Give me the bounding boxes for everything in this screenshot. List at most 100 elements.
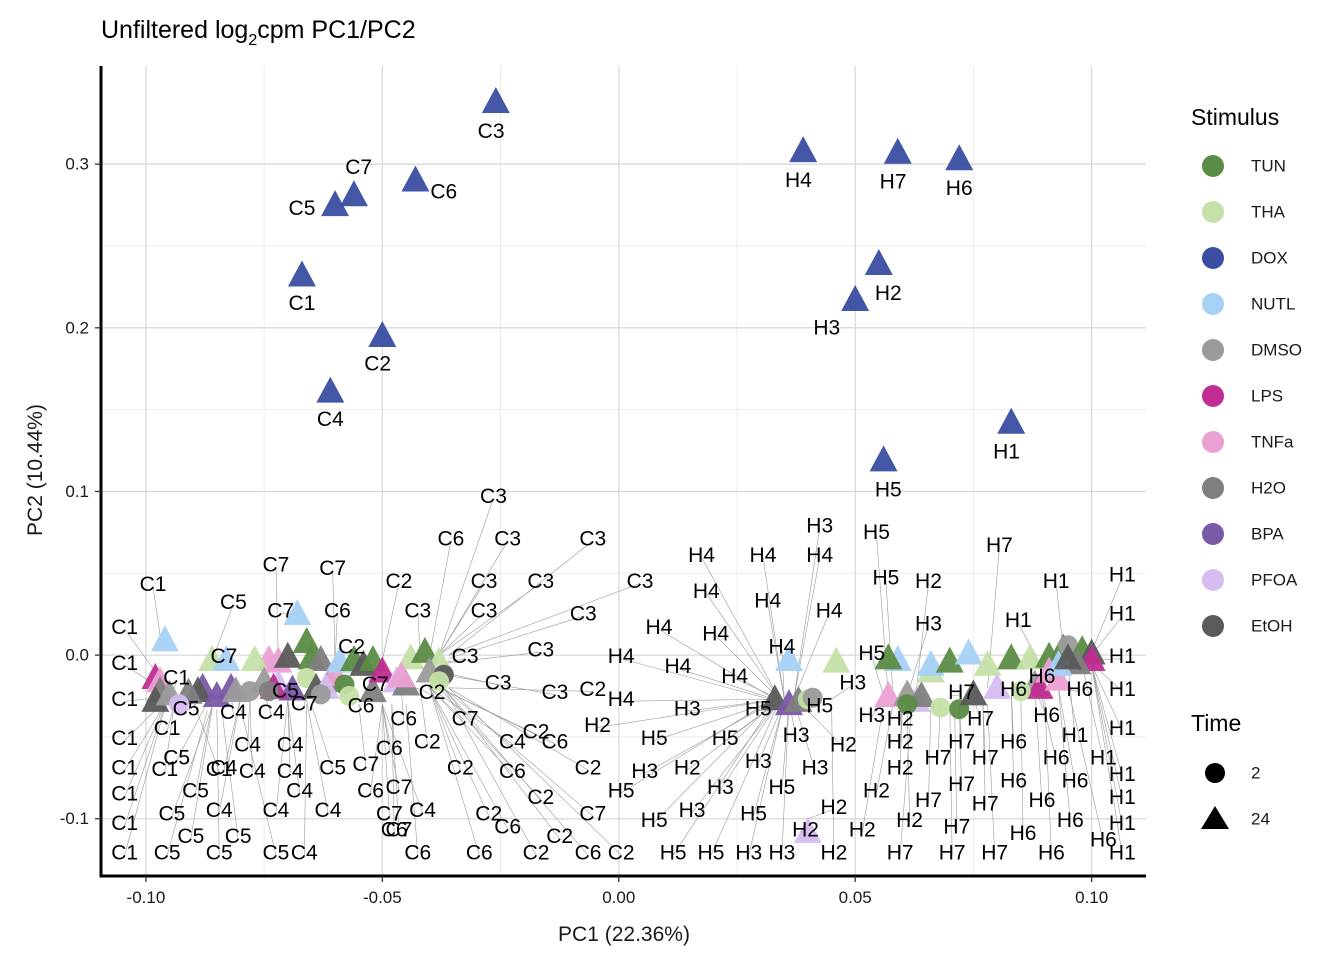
- leader-line: [987, 704, 995, 856]
- point-label-c1: C1: [111, 812, 138, 835]
- dox-point-c4: [316, 376, 345, 403]
- point-label-h4: H4: [754, 590, 781, 613]
- cluster-point-tha: [973, 649, 1002, 676]
- dox-point-c6: [401, 165, 430, 192]
- point-label-c6: C6: [542, 730, 569, 753]
- leader-line: [443, 687, 593, 817]
- cluster-point-tha: [339, 686, 360, 706]
- y-axis-title: PC2 (10.44%): [24, 404, 47, 536]
- leader-line: [124, 705, 166, 826]
- point-label-h6: H6: [1043, 747, 1070, 770]
- point-label-h1: H1: [1090, 747, 1117, 770]
- dox-label-h2: H2: [875, 282, 902, 305]
- point-label-c7: C7: [362, 673, 389, 696]
- point-label-h2: H2: [887, 730, 914, 753]
- cluster-point-nutl: [774, 645, 803, 671]
- leader-line: [429, 687, 513, 745]
- point-label-h3: H3: [745, 750, 772, 773]
- leader-line: [1034, 687, 1043, 803]
- leader-line: [304, 704, 307, 856]
- point-label-c4: C4: [263, 799, 290, 822]
- legend-key-nutl: [1202, 293, 1224, 315]
- point-label-c5: C5: [173, 698, 200, 721]
- point-label-h5: H5: [641, 727, 668, 750]
- leader-line: [876, 534, 889, 697]
- cluster-point-tun: [935, 646, 964, 673]
- point-label-c2: C2: [414, 730, 441, 753]
- point-label-h5: H5: [873, 567, 900, 590]
- point-label-c2: C2: [447, 757, 474, 780]
- leader-line: [861, 704, 884, 833]
- leader-line: [906, 625, 929, 697]
- point-label-c6: C6: [348, 694, 375, 717]
- data-points: [141, 87, 1106, 843]
- point-label-c4: C4: [206, 799, 233, 822]
- point-label-c5: C5: [225, 825, 252, 848]
- leader-line: [597, 700, 771, 728]
- point-label-c7: C7: [352, 753, 379, 776]
- leader-line: [415, 687, 433, 696]
- point-label-c3: C3: [542, 681, 569, 704]
- point-label-c7: C7: [267, 599, 294, 622]
- dox-point-h4: [789, 136, 818, 163]
- dox-label-c7: C7: [345, 156, 372, 179]
- point-label-c7: C7: [291, 693, 318, 716]
- dox-label-c5: C5: [289, 197, 316, 220]
- point-label-c6: C6: [390, 707, 417, 730]
- dox-label-c6: C6: [430, 181, 457, 204]
- legend-time-title: Time: [1191, 710, 1241, 736]
- point-label-h2: H2: [674, 757, 701, 780]
- leader-line: [221, 709, 239, 839]
- point-label-h3: H3: [679, 799, 706, 822]
- point-label-c3: C3: [579, 527, 606, 550]
- leader-line: [448, 540, 593, 656]
- point-label-h5: H5: [740, 802, 767, 825]
- point-label-c5: C5: [220, 591, 247, 614]
- leader-line: [654, 700, 776, 823]
- point-label-h7: H7: [943, 815, 970, 838]
- point-label-h4: H4: [721, 665, 748, 688]
- point-label-h2: H2: [887, 707, 914, 730]
- legend-label-bpa: BPA: [1251, 525, 1284, 544]
- point-label-c1: C1: [111, 727, 138, 750]
- chart-title: Unfiltered log2cpm PC1/PC2: [101, 16, 416, 49]
- leader-line: [954, 704, 958, 829]
- cluster-point-dmso: [802, 687, 823, 708]
- dox-point-c3: [481, 87, 510, 113]
- legend-label-dmso: DMSO: [1251, 341, 1302, 360]
- legend-stimulus-title: Stimulus: [1191, 104, 1279, 130]
- leader-line: [644, 700, 775, 774]
- leader-line: [438, 687, 541, 800]
- dox-label-h7: H7: [880, 171, 907, 194]
- y-tick-label: 0.2: [65, 318, 89, 337]
- point-label-c6: C6: [494, 815, 521, 838]
- point-label-c1: C1: [111, 616, 138, 639]
- y-tick-label: -0.1: [60, 809, 89, 828]
- point-label-c2: C2: [527, 786, 554, 809]
- point-label-c2: C2: [523, 721, 550, 744]
- leader-line: [190, 709, 213, 839]
- leader-line: [831, 684, 854, 700]
- leader-line: [762, 557, 785, 700]
- point-label-c6: C6: [499, 760, 526, 783]
- leader-line: [429, 687, 508, 830]
- cluster-point-nutl: [150, 625, 179, 652]
- leader-line: [438, 540, 508, 656]
- point-label-h2: H2: [915, 570, 942, 593]
- point-label-h4: H4: [806, 544, 833, 567]
- grid-lines: [101, 66, 1146, 876]
- leader-line: [382, 704, 390, 751]
- point-label-c4: C4: [211, 757, 238, 780]
- point-label-h6: H6: [1000, 678, 1027, 701]
- point-label-c5: C5: [163, 747, 190, 770]
- legend-key-pfoa: [1202, 569, 1224, 591]
- x-tick-label: 0.10: [1075, 888, 1108, 907]
- point-label-h1: H1: [1043, 570, 1070, 593]
- leader-line: [654, 700, 775, 741]
- point-label-c2: C2: [579, 678, 606, 701]
- point-label-h6: H6: [1062, 770, 1089, 793]
- point-label-c4: C4: [315, 799, 342, 822]
- cluster-point-nutl: [954, 638, 983, 665]
- leader-line: [687, 698, 780, 712]
- leader-line: [311, 704, 333, 771]
